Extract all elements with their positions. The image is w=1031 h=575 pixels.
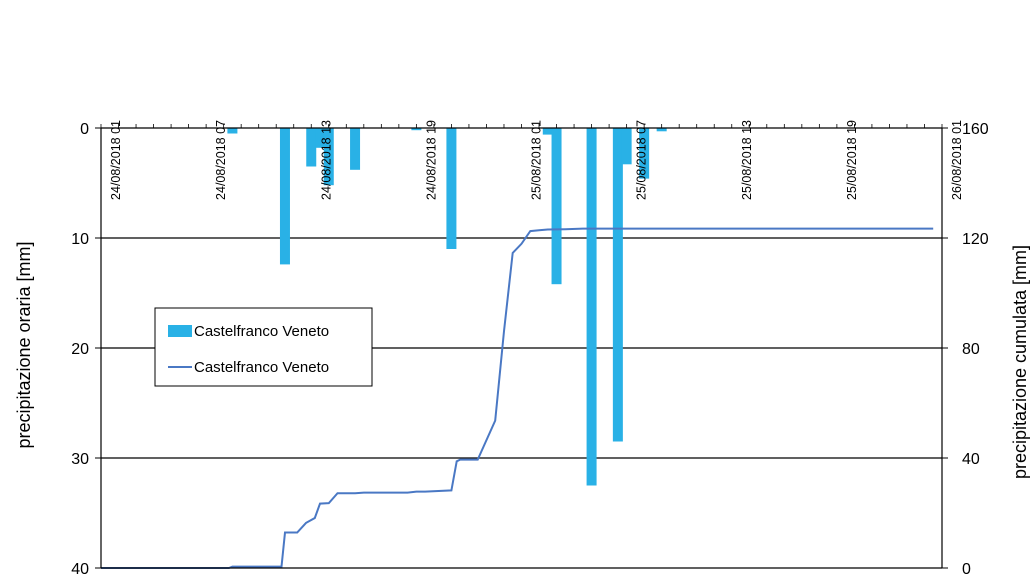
right-tick-label: 40 [962,451,980,468]
legend-bar-swatch [168,325,192,337]
bar-3 [315,128,326,148]
bar-14 [656,128,667,132]
bar-4 [323,128,334,186]
bar-8 [542,128,553,135]
x-tick-label: 25/08/2018 01 [530,120,544,200]
x-tick-label: 24/08/2018 19 [424,120,438,200]
right-tick-labels: 0 40 80 120 160 [962,121,989,575]
left-tick-label: 20 [71,341,89,358]
legend-line-label: Castelfranco Veneto [194,359,329,376]
x-tick-label: 24/08/2018 01 [109,120,123,200]
bar-7 [446,128,457,249]
x-tick-label: 25/08/2018 13 [740,120,754,200]
right-tick-label: 120 [962,231,989,248]
right-tick-label: 80 [962,341,980,358]
bar-series [227,128,667,486]
left-tick-label: 0 [80,121,89,138]
bar-12 [621,128,632,165]
x-tick-labels: 24/08/2018 01 24/08/2018 07 24/08/2018 13 2… [109,120,964,200]
legend-box [154,307,373,387]
left-tick-labels: 0 10 20 30 40 [71,121,89,575]
bar-13 [639,128,650,179]
right-tick-label: 160 [962,121,989,138]
x-tick-label: 25/08/2018 07 [635,120,649,200]
bar-0 [227,128,238,134]
x-tick-label: 25/08/2018 19 [845,120,859,200]
bar-5 [350,128,361,170]
axes [95,124,948,569]
left-axis-label: precipitazione oraria [mm] [14,241,34,448]
bar-10 [586,128,597,486]
bar-9 [551,128,562,285]
x-tick-label: 26/08/2018 01 [950,120,964,200]
bar-11 [612,128,623,442]
bar-2 [306,128,317,167]
x-tick-label: 24/08/2018 07 [214,120,228,200]
left-tick-label: 30 [71,451,89,468]
left-tick-label: 10 [71,231,89,248]
x-tick-label: 24/08/2018 13 [319,120,333,200]
cumulative-line [101,227,934,569]
bar-6 [411,128,422,131]
bar-1 [279,128,290,265]
right-tick-label: 0 [962,561,971,575]
legend-bar-label: Castelfranco Veneto [194,323,329,340]
legend: Castelfranco Veneto Castelfranco Veneto [154,307,373,387]
right-axis-label: precipitazione cumulata [mm] [1010,245,1030,479]
left-tick-label: 40 [71,561,89,575]
